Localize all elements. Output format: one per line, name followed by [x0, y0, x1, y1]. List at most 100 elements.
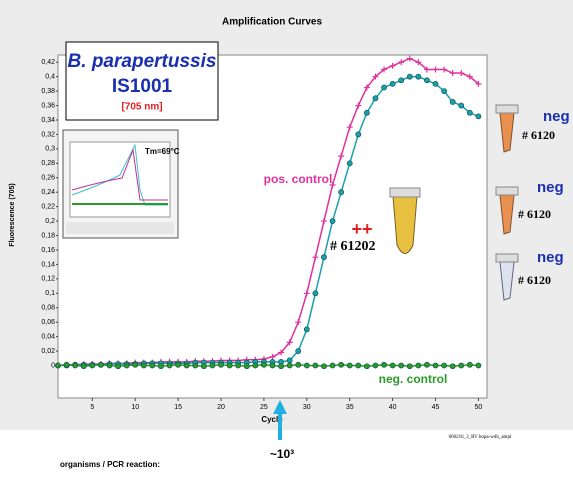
point: [390, 363, 395, 368]
point: [347, 161, 352, 166]
point: [364, 364, 369, 369]
y-tick-label: 0,1: [45, 290, 55, 297]
point: [193, 363, 198, 368]
chart-title: Amplification Curves: [222, 17, 322, 28]
point: [304, 363, 309, 368]
point: [253, 363, 258, 368]
point: [176, 362, 181, 367]
y-tick-label: 0,38: [41, 88, 55, 95]
y-tick-label: 0,2: [45, 218, 55, 225]
point: [424, 78, 429, 83]
x-tick-label: 5: [90, 404, 94, 411]
point: [373, 96, 378, 101]
neg-tube-id: # 6120: [518, 273, 551, 287]
point: [236, 363, 241, 368]
neg-tube-label: neg: [537, 179, 564, 196]
point: [98, 362, 103, 367]
x-tick-label: 40: [389, 404, 397, 411]
threshold-label: ~10³: [270, 447, 294, 461]
neg-label: neg. control: [379, 372, 448, 386]
point: [399, 78, 404, 83]
point: [73, 363, 78, 368]
point: [459, 103, 464, 108]
x-tick-label: 30: [303, 404, 311, 411]
point: [450, 364, 455, 369]
point: [330, 218, 335, 223]
point: [390, 81, 395, 86]
point: [150, 363, 155, 368]
y-tick-label: 0,36: [41, 102, 55, 109]
point: [433, 81, 438, 86]
x-tick-label: 45: [432, 404, 440, 411]
point: [476, 114, 481, 119]
y-tick-label: 0,26: [41, 175, 55, 182]
neg-tube-label: neg: [543, 108, 570, 125]
file-label: 060216_3_RV bopa-wdh_ampl: [449, 435, 512, 440]
point: [184, 363, 189, 368]
point: [141, 363, 146, 368]
point: [227, 363, 232, 368]
wavelength: [705 nm]: [121, 102, 162, 113]
point: [459, 363, 464, 368]
point: [356, 363, 361, 368]
point: [167, 363, 172, 368]
y-tick-label: 0,32: [41, 131, 55, 138]
point: [304, 327, 309, 332]
y-tick-label: 0,22: [41, 203, 55, 210]
point: [81, 364, 86, 369]
point: [64, 362, 69, 367]
point: [373, 363, 378, 368]
x-tick-label: 50: [475, 404, 483, 411]
point: [467, 362, 472, 367]
y-tick-label: 0,04: [41, 333, 55, 340]
point: [313, 363, 318, 368]
point: [416, 74, 421, 79]
point: [339, 362, 344, 367]
neg-tube-label: neg: [537, 249, 564, 266]
footer: organisms / PCR reaction:: [60, 460, 160, 469]
x-tick-label: 25: [260, 404, 268, 411]
point: [450, 99, 455, 104]
point: [356, 132, 361, 137]
y-tick-label: 0,02: [41, 348, 55, 355]
point: [210, 363, 215, 368]
point: [399, 363, 404, 368]
point: [158, 364, 163, 369]
y-tick-label: 0,28: [41, 160, 55, 167]
point: [381, 85, 386, 90]
point: [424, 362, 429, 367]
pos-label: pos. control: [264, 172, 333, 186]
point: [296, 362, 301, 367]
y-tick-label: 0,14: [41, 261, 55, 268]
point: [218, 362, 223, 367]
y-tick-label: 0,42: [41, 59, 55, 66]
x-tick-label: 15: [174, 404, 182, 411]
point: [115, 364, 120, 369]
point: [381, 362, 386, 367]
y-tick-label: 0,18: [41, 232, 55, 239]
point: [442, 363, 447, 368]
y-tick-label: 0,34: [41, 117, 55, 124]
y-tick-label: 0,4: [45, 74, 55, 81]
point: [90, 363, 95, 368]
x-tick-label: 10: [131, 404, 139, 411]
point: [321, 364, 326, 369]
neg-tube-id: # 6120: [522, 128, 555, 142]
neg-tube-id: # 6120: [518, 207, 551, 221]
chart: Amplification Curves Fluorescence (705) …: [0, 0, 573, 475]
point: [107, 363, 112, 368]
x-tick-label: 35: [346, 404, 354, 411]
y-tick-label: 0,06: [41, 319, 55, 326]
y-tick-label: 0,3: [45, 146, 55, 153]
y-tick-label: 0,24: [41, 189, 55, 196]
point: [270, 363, 275, 368]
point: [261, 362, 266, 367]
point: [55, 363, 60, 368]
point: [124, 363, 129, 368]
sample-label: # 61202: [330, 239, 376, 254]
point: [467, 110, 472, 115]
point: [364, 110, 369, 115]
y-axis-label: Fluorescence (705): [9, 183, 16, 246]
y-tick-label: 0,16: [41, 247, 55, 254]
point: [339, 190, 344, 195]
